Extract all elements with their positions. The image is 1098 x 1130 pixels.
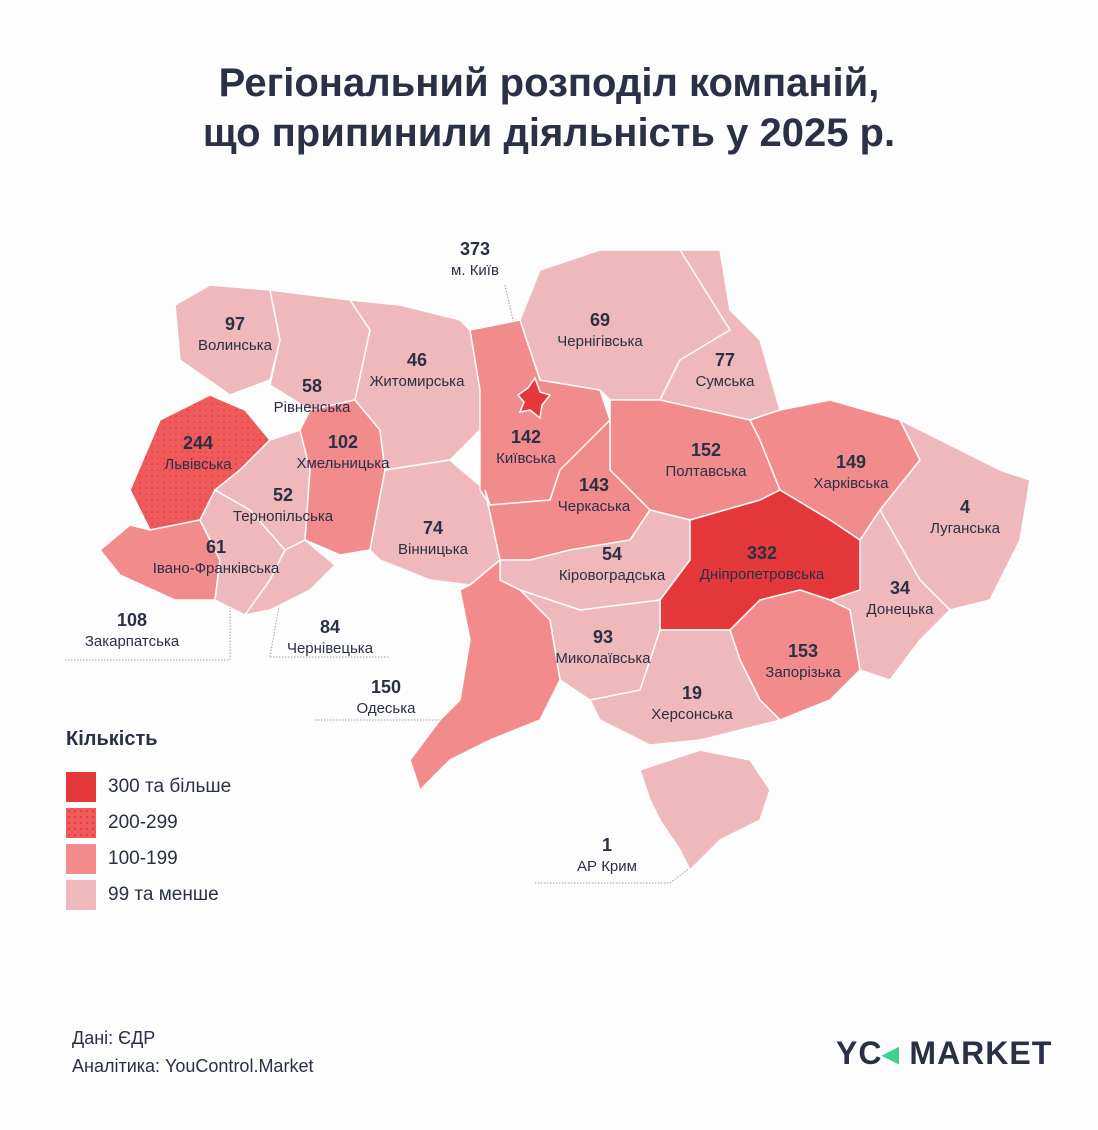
region-9-value: 74 — [423, 518, 443, 538]
region-6-shape — [243, 539, 337, 617]
analytics-source: Аналітика: YouControl.Market — [72, 1056, 314, 1076]
region-5-name: Тернопільська — [233, 508, 334, 525]
region-16-name: Луганська — [930, 520, 1000, 537]
region-14-name: Полтавська — [666, 463, 748, 480]
region-23-value: 93 — [593, 627, 613, 647]
region-7-shape — [299, 399, 386, 556]
region-19-value: 54 — [602, 544, 622, 564]
region-18-name: Черкаська — [558, 498, 631, 515]
region-9-name: Вінницька — [398, 541, 469, 558]
region-10-value: 142 — [511, 427, 541, 447]
region-1-value: 58 — [302, 376, 322, 396]
region-8-name: Житомирська — [370, 373, 466, 390]
region-21-value: 153 — [788, 641, 818, 661]
legend-label: 99 та менше — [108, 884, 219, 905]
region-6-name: Чернівецька — [287, 640, 374, 657]
region-0-name: Волинська — [198, 337, 273, 354]
legend-label: 200-299 — [108, 812, 178, 833]
region-21-name: Запорізька — [765, 664, 841, 681]
region-25-shape — [639, 749, 771, 872]
region-25-leader-line — [535, 867, 691, 884]
region-17-value: 34 — [890, 578, 910, 598]
region-20-value: 332 — [747, 543, 777, 563]
region-7-name: Хмельницька — [296, 455, 390, 472]
region-24-shape — [409, 558, 561, 792]
region-24-value: 150 — [371, 677, 401, 697]
logo-accent-icon: ◂ — [882, 1035, 900, 1071]
legend-title: Кількість — [66, 728, 158, 750]
legend-item: 200-299 — [66, 808, 178, 838]
region-25-value: 1 — [602, 835, 612, 855]
region-3-value: 108 — [117, 610, 147, 630]
region-3-leader-line — [65, 600, 231, 661]
region-16-value: 4 — [960, 497, 970, 517]
logo-market: MARKET — [909, 1035, 1053, 1071]
region-4-name: Івано-Франківська — [153, 560, 280, 577]
legend-item: 99 та менше — [66, 880, 219, 910]
region-16-shape — [879, 418, 1031, 611]
region-19-name: Кіровоградська — [559, 567, 666, 584]
region-4-value: 61 — [206, 537, 226, 557]
region-22-name: Херсонська — [651, 706, 733, 723]
legend-swatch — [66, 772, 96, 802]
legend-swatch — [66, 880, 96, 910]
region-11-name: м. Київ — [451, 262, 499, 279]
legend-item: 300 та більше — [66, 772, 231, 802]
region-2-value: 244 — [183, 433, 213, 453]
region-12-value: 69 — [590, 310, 610, 330]
region-14-value: 152 — [691, 440, 721, 460]
legend-item: 100-199 — [66, 844, 178, 874]
region-15-value: 149 — [836, 452, 866, 472]
region-1-name: Рівненська — [274, 399, 351, 416]
region-0-value: 97 — [225, 314, 245, 334]
page-title: Регіональний розподіл компаній, що припи… — [0, 58, 1098, 158]
data-source: Дані: ЄДР — [72, 1028, 156, 1048]
region-17-name: Донецька — [867, 601, 935, 618]
region-24-name: Одеська — [357, 700, 417, 717]
region-5-value: 52 — [273, 485, 293, 505]
region-6-leader-line — [269, 599, 390, 658]
region-11-value: 373 — [460, 239, 490, 259]
region-2-name: Львівська — [164, 456, 232, 473]
region-13-value: 77 — [715, 350, 735, 370]
legend-label: 300 та більше — [108, 776, 232, 797]
region-3-name: Закарпатська — [85, 633, 180, 650]
title-line-2: що припинили діяльність у 2025 р. — [202, 111, 896, 155]
region-12-name: Чернігівська — [557, 333, 643, 350]
region-20-name: Дніпропетровська — [700, 566, 825, 583]
region-15-name: Харківська — [814, 475, 890, 492]
yc-market-logo: YC◂ MARKET — [836, 1034, 1052, 1072]
region-8-value: 46 — [407, 350, 427, 370]
legend-label: 100-199 — [108, 848, 178, 869]
region-6-value: 84 — [320, 617, 340, 637]
region-22-value: 19 — [682, 683, 702, 703]
legend-swatch — [66, 808, 96, 838]
region-13-name: Сумська — [695, 373, 755, 390]
region-8-shape — [348, 299, 481, 471]
region-11-shape — [516, 376, 552, 420]
region-18-value: 143 — [579, 475, 609, 495]
region-10-name: Київська — [496, 450, 556, 467]
legend-swatch — [66, 844, 96, 874]
region-25-name: АР Крим — [577, 858, 637, 875]
logo-yc: YC — [836, 1035, 883, 1071]
region-23-name: Миколаївська — [555, 650, 651, 667]
region-7-value: 102 — [328, 432, 358, 452]
title-line-1: Регіональний розподіл компаній, — [218, 61, 880, 105]
